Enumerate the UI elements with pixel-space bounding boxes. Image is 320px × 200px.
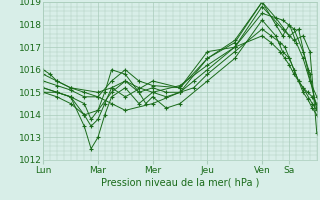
- X-axis label: Pression niveau de la mer( hPa ): Pression niveau de la mer( hPa ): [101, 177, 259, 187]
